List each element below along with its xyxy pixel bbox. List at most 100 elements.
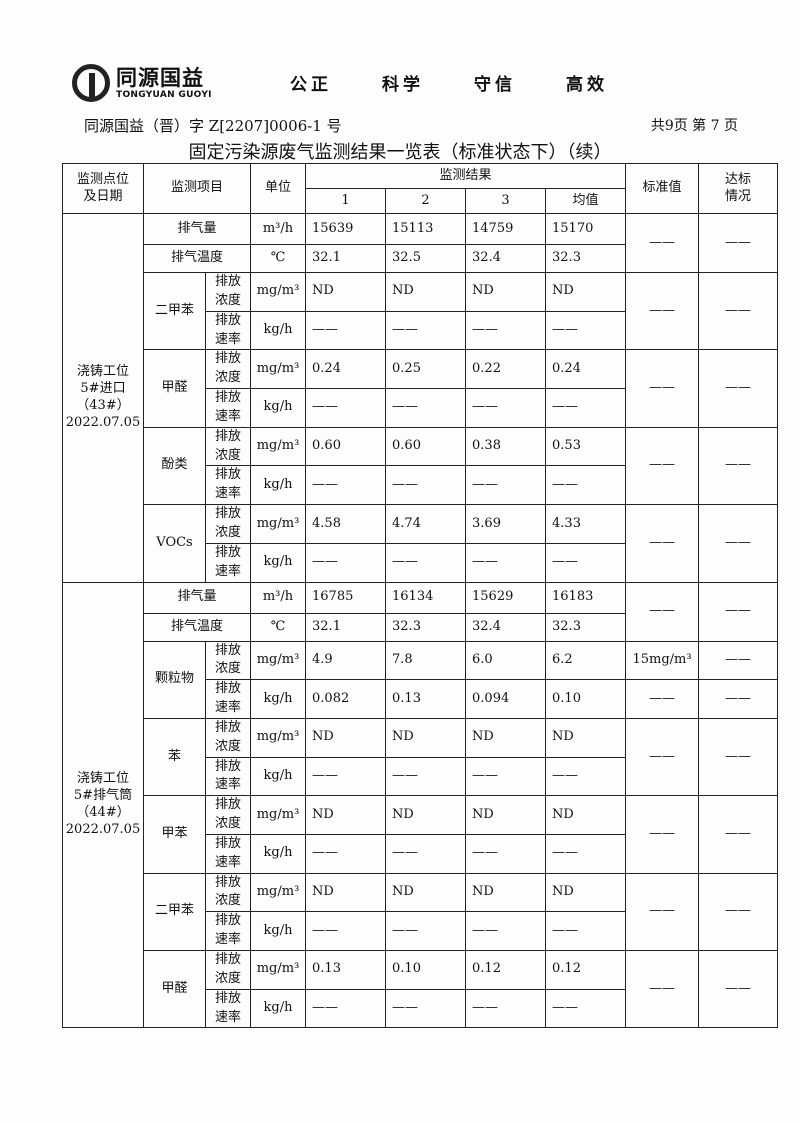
- pass-cell: ——: [698, 271, 779, 351]
- value-cell: 0.22: [465, 349, 547, 390]
- table-row: 排放 速率 kg/h —— —— —— ——: [63, 911, 778, 951]
- table-row: 浇铸工位 5#进口 （43#） 2022.07.05 排气量 m³/h 15639 15…: [62, 213, 779, 583]
- unit-cell: kg/h: [250, 542, 307, 583]
- metric-label: 排放 速率: [204, 756, 252, 797]
- value-cell: ——: [465, 388, 547, 428]
- value-cell: ——: [545, 833, 627, 874]
- value-cell: 16183: [545, 581, 627, 614]
- metric-label: 排放 速率: [204, 679, 252, 719]
- logo-en: TONGYUAN GUOYI: [116, 90, 212, 100]
- value-cell: 32.3: [385, 612, 467, 642]
- unit-cell: kg/h: [250, 833, 307, 874]
- value-cell: 15170: [545, 213, 627, 245]
- value-cell: 32.4: [465, 612, 547, 642]
- table-row: 排气温度 ℃ 32.1 32.5 32.4 32.3: [63, 244, 778, 273]
- value-cell: 3.69: [465, 504, 547, 544]
- value-cell: ND: [465, 272, 547, 312]
- value-cell: ——: [545, 310, 627, 351]
- value-cell: 4.9: [305, 640, 387, 681]
- unit-cell: mg/m³: [250, 426, 307, 467]
- value-cell: ——: [465, 542, 547, 583]
- header-col: 2: [385, 188, 467, 214]
- metric-label: 排放 浓度: [204, 426, 252, 467]
- value-cell: ——: [305, 542, 387, 583]
- company-logo: 同源国益 TONGYUAN GUOYI: [72, 64, 212, 102]
- value-cell: 0.10: [545, 679, 627, 719]
- value-cell: 0.53: [545, 426, 627, 467]
- table-row: 监测点位 及日期 监测项目 单位 监测结果 标准值 达标 情况: [62, 163, 779, 214]
- unit-cell: mg/m³: [250, 504, 307, 544]
- value-cell: 32.3: [545, 612, 627, 642]
- pass-cell: ——: [698, 717, 779, 797]
- value-cell: 32.5: [385, 244, 467, 273]
- value-cell: 0.38: [465, 426, 547, 467]
- metric-label: 排放 速率: [204, 988, 252, 1029]
- pollutant-name: 苯: [143, 717, 206, 797]
- header-item: 监测项目: [142, 163, 252, 214]
- value-cell: ND: [465, 872, 547, 913]
- value-cell: ND: [305, 872, 387, 913]
- results-table: 监测点位 及日期 监测项目 单位 监测结果 标准值 达标 情况 1 2 3 均值 浇铸工位 5#进口…: [62, 163, 779, 1029]
- standard-cell: ——: [625, 349, 700, 428]
- unit-cell: ℃: [250, 244, 307, 273]
- standard-cell: ——: [625, 717, 700, 797]
- pass-cell: ——: [698, 504, 779, 583]
- location-cell: 浇铸工位 5#排气筒 （44#） 2022.07.05: [62, 581, 144, 1029]
- metric-label: 排放 浓度: [204, 872, 252, 913]
- table-row: 甲醛 排放 浓度 mg/m³ 0.24 0.25 0.22 0.24 —— ——: [63, 349, 779, 428]
- value-cell: ——: [385, 465, 467, 506]
- document-number: 同源国益（晋）字 Z[2207]0006-1 号: [84, 117, 342, 135]
- pollutant-name: 甲苯: [143, 795, 206, 874]
- value-cell: ——: [545, 756, 627, 797]
- value-cell: 32.1: [305, 612, 387, 642]
- table-row: 排气温度 ℃ 32.1 32.3 32.4 32.3: [63, 612, 778, 642]
- value-cell: ND: [385, 872, 467, 913]
- motto-item: 公正: [290, 75, 332, 95]
- pass-cell: ——: [698, 795, 779, 874]
- motto-item: 守信: [474, 75, 516, 95]
- value-cell: ——: [465, 988, 547, 1029]
- table-row: 二甲苯 排放 浓度 mg/m³ ND ND ND ND —— ——: [63, 872, 779, 952]
- page-title: 固定污染源废气监测结果一览表（标准状态下）（续）: [188, 142, 612, 163]
- table-row: 苯排放 浓度 mg/m³ ND ND ND ND —— ——: [63, 717, 779, 797]
- header-col: 3: [465, 188, 547, 214]
- value-cell: 15113: [385, 213, 467, 245]
- standard-cell: ——: [625, 271, 700, 351]
- pass-cell: ——: [698, 581, 779, 642]
- metric-label: 排放 浓度: [204, 717, 252, 758]
- value-cell: ——: [385, 756, 467, 797]
- table-row: 酚类 排放 浓度 mg/m³ 0.60 0.60 0.38 0.53 —— ——: [63, 426, 779, 506]
- header-location: 监测点位 及日期: [62, 163, 144, 214]
- pass-cell: ——: [698, 349, 779, 428]
- pollutant-name: 二甲苯: [143, 872, 206, 952]
- value-cell: ND: [385, 272, 467, 312]
- table-row: 甲苯 排放 浓度 mg/m³ ND ND ND ND —— ——: [63, 795, 779, 874]
- unit-cell: m³/h: [250, 213, 307, 245]
- value-cell: 14759: [465, 213, 547, 245]
- table-row: 排放 速率 kg/h —— —— —— ——: [63, 756, 778, 797]
- metric-label: 排放 浓度: [204, 795, 252, 835]
- value-cell: ND: [545, 795, 627, 835]
- location-cell: 浇铸工位 5#进口 （43#） 2022.07.05: [62, 213, 144, 583]
- table-row: 排放 速率 kg/h —— —— —— ——: [63, 833, 778, 874]
- value-cell: ND: [465, 717, 547, 758]
- value-cell: 6.2: [545, 640, 627, 681]
- value-cell: 0.12: [465, 950, 547, 990]
- value-cell: ——: [385, 542, 467, 583]
- value-cell: ——: [305, 465, 387, 506]
- value-cell: ND: [385, 795, 467, 835]
- pass-cell: ——: [698, 872, 779, 952]
- header-results: 监测结果: [305, 163, 627, 189]
- value-cell: 32.1: [305, 244, 387, 273]
- metric-label: 排放 速率: [204, 833, 252, 874]
- value-cell: 4.58: [305, 504, 387, 544]
- value-cell: 0.094: [465, 679, 547, 719]
- value-cell: ——: [385, 388, 467, 428]
- value-cell: ——: [545, 465, 627, 506]
- logo-cn: 同源国益: [116, 66, 204, 90]
- value-cell: ND: [465, 795, 547, 835]
- value-cell: 32.3: [545, 244, 627, 273]
- value-cell: ——: [385, 833, 467, 874]
- table-row: 浇铸工位 5#排气筒 （44#） 2022.07.05 排气量 m³/h 16785 1…: [62, 581, 779, 1029]
